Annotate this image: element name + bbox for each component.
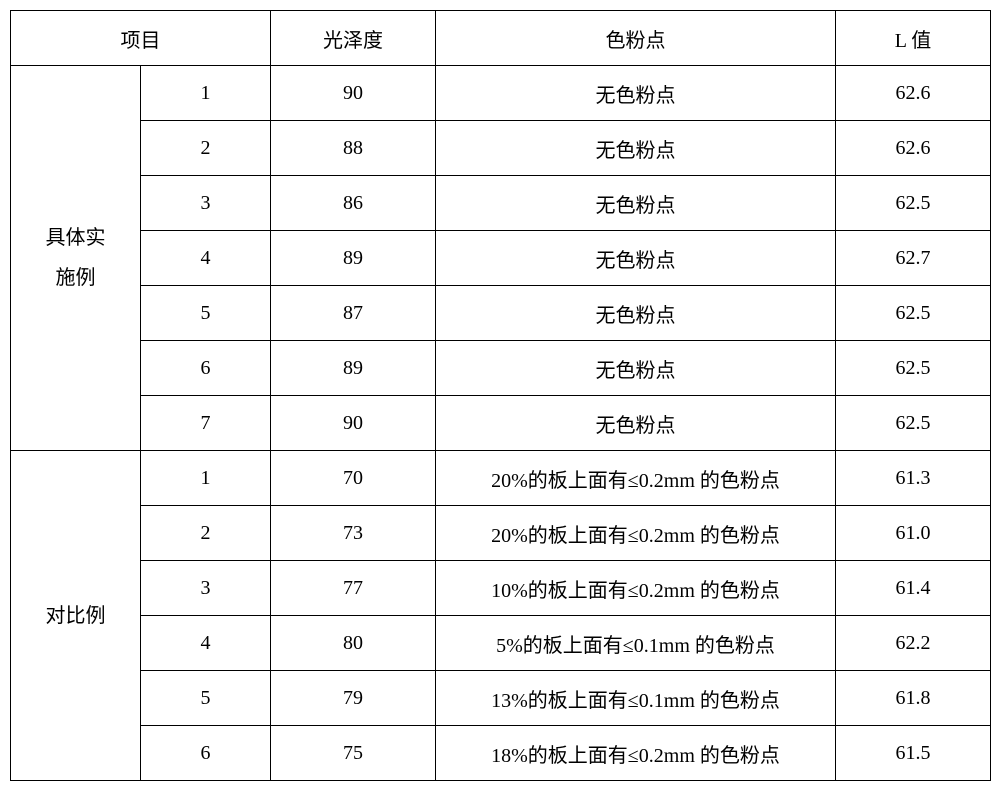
cell-gloss: 89 (271, 341, 436, 396)
cell-gloss: 79 (271, 671, 436, 726)
cell-idx: 7 (141, 396, 271, 451)
table-row: 6 75 18%的板上面有≤0.2mm 的色粉点 61.5 (11, 726, 991, 781)
header-row: 项目 光泽度 色粉点 L 值 (11, 11, 991, 66)
cell-gloss: 70 (271, 451, 436, 506)
cell-gloss: 87 (271, 286, 436, 341)
cell-gloss: 89 (271, 231, 436, 286)
cell-idx: 4 (141, 616, 271, 671)
cell-idx: 5 (141, 286, 271, 341)
table-body: 具体实施例 1 90 无色粉点 62.6 2 88 无色粉点 62.6 3 86… (11, 66, 991, 781)
cell-idx: 5 (141, 671, 271, 726)
cell-powder: 无色粉点 (436, 341, 836, 396)
cell-lvalue: 61.0 (836, 506, 991, 561)
cell-lvalue: 62.7 (836, 231, 991, 286)
cell-idx: 4 (141, 231, 271, 286)
table-row: 7 90 无色粉点 62.5 (11, 396, 991, 451)
cell-gloss: 75 (271, 726, 436, 781)
table-row: 4 80 5%的板上面有≤0.1mm 的色粉点 62.2 (11, 616, 991, 671)
cell-idx: 2 (141, 121, 271, 176)
cell-powder: 5%的板上面有≤0.1mm 的色粉点 (436, 616, 836, 671)
cell-gloss: 86 (271, 176, 436, 231)
cell-powder: 无色粉点 (436, 396, 836, 451)
cell-powder: 13%的板上面有≤0.1mm 的色粉点 (436, 671, 836, 726)
cell-idx: 6 (141, 341, 271, 396)
table-row: 对比例 1 70 20%的板上面有≤0.2mm 的色粉点 61.3 (11, 451, 991, 506)
table-row: 5 87 无色粉点 62.5 (11, 286, 991, 341)
cell-gloss: 90 (271, 66, 436, 121)
cell-powder: 20%的板上面有≤0.2mm 的色粉点 (436, 506, 836, 561)
cell-gloss: 73 (271, 506, 436, 561)
cell-powder: 10%的板上面有≤0.2mm 的色粉点 (436, 561, 836, 616)
cell-lvalue: 61.8 (836, 671, 991, 726)
table-row: 2 88 无色粉点 62.6 (11, 121, 991, 176)
cell-gloss: 88 (271, 121, 436, 176)
cell-powder: 18%的板上面有≤0.2mm 的色粉点 (436, 726, 836, 781)
group-label: 对比例 (11, 451, 141, 781)
header-gloss: 光泽度 (271, 11, 436, 66)
cell-gloss: 90 (271, 396, 436, 451)
cell-lvalue: 62.6 (836, 121, 991, 176)
cell-lvalue: 62.5 (836, 286, 991, 341)
cell-powder: 无色粉点 (436, 121, 836, 176)
table-row: 4 89 无色粉点 62.7 (11, 231, 991, 286)
cell-lvalue: 62.5 (836, 176, 991, 231)
cell-idx: 3 (141, 561, 271, 616)
cell-lvalue: 61.5 (836, 726, 991, 781)
cell-idx: 1 (141, 451, 271, 506)
cell-lvalue: 61.3 (836, 451, 991, 506)
cell-gloss: 77 (271, 561, 436, 616)
cell-lvalue: 61.4 (836, 561, 991, 616)
cell-powder: 无色粉点 (436, 286, 836, 341)
header-project: 项目 (11, 11, 271, 66)
cell-idx: 2 (141, 506, 271, 561)
cell-lvalue: 62.5 (836, 396, 991, 451)
cell-idx: 1 (141, 66, 271, 121)
cell-lvalue: 62.5 (836, 341, 991, 396)
header-powder: 色粉点 (436, 11, 836, 66)
header-lvalue: L 值 (836, 11, 991, 66)
cell-lvalue: 62.6 (836, 66, 991, 121)
group-label-text: 具体实施例 (11, 218, 140, 298)
table-row: 6 89 无色粉点 62.5 (11, 341, 991, 396)
cell-powder: 无色粉点 (436, 231, 836, 286)
table-row: 5 79 13%的板上面有≤0.1mm 的色粉点 61.8 (11, 671, 991, 726)
cell-gloss: 80 (271, 616, 436, 671)
table-row: 具体实施例 1 90 无色粉点 62.6 (11, 66, 991, 121)
group-label: 具体实施例 (11, 66, 141, 451)
cell-idx: 6 (141, 726, 271, 781)
data-table: 项目 光泽度 色粉点 L 值 具体实施例 1 90 无色粉点 62.6 2 88… (10, 10, 991, 781)
table-row: 2 73 20%的板上面有≤0.2mm 的色粉点 61.0 (11, 506, 991, 561)
group-label-text: 对比例 (11, 596, 140, 636)
cell-idx: 3 (141, 176, 271, 231)
table-row: 3 77 10%的板上面有≤0.2mm 的色粉点 61.4 (11, 561, 991, 616)
cell-powder: 20%的板上面有≤0.2mm 的色粉点 (436, 451, 836, 506)
table-row: 3 86 无色粉点 62.5 (11, 176, 991, 231)
cell-powder: 无色粉点 (436, 66, 836, 121)
cell-powder: 无色粉点 (436, 176, 836, 231)
cell-lvalue: 62.2 (836, 616, 991, 671)
